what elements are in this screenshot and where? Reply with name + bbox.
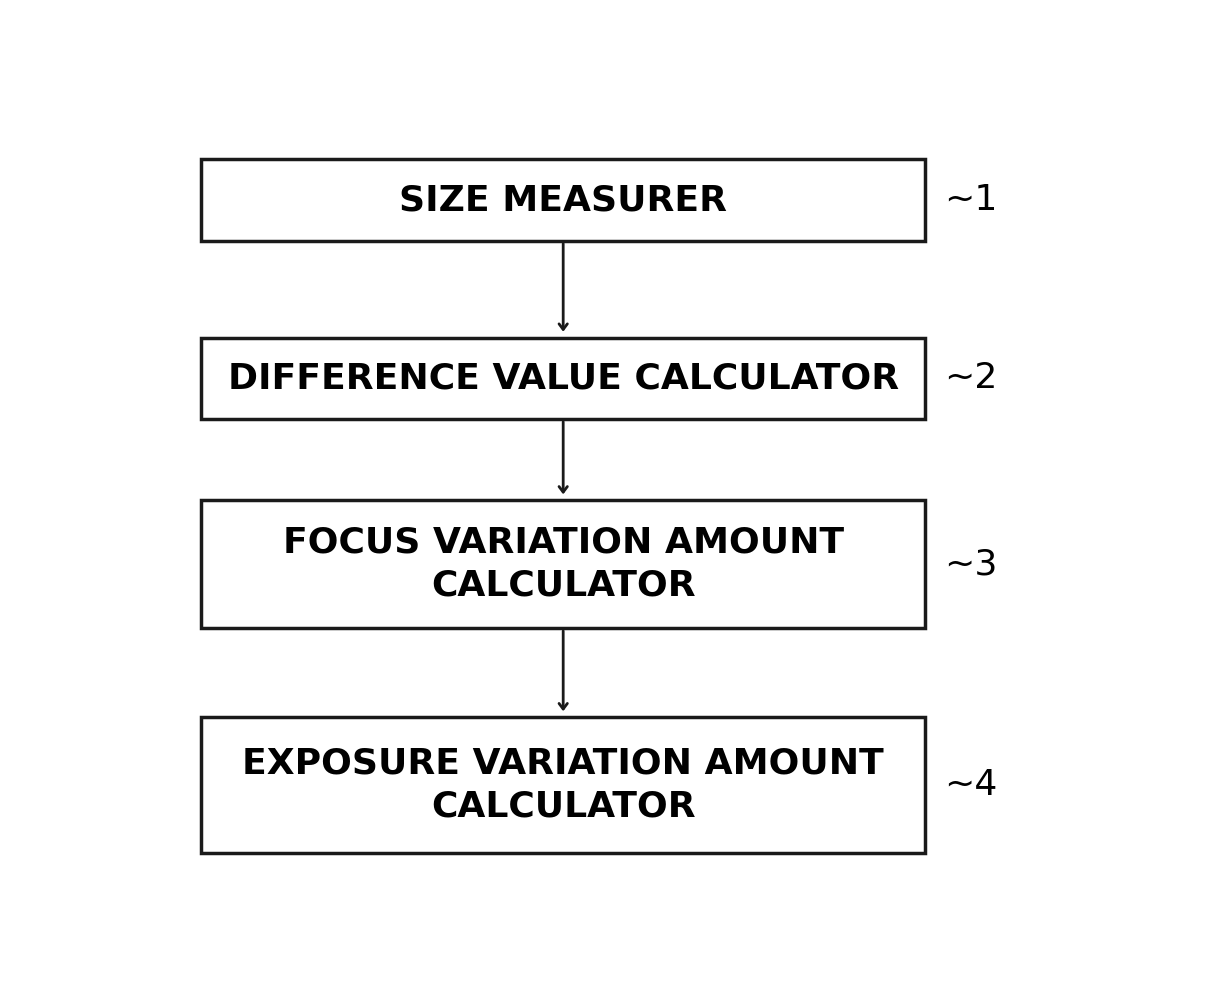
Text: EXPOSURE VARIATION AMOUNT: EXPOSURE VARIATION AMOUNT [242,746,884,781]
FancyBboxPatch shape [202,338,925,418]
Text: FOCUS VARIATION AMOUNT: FOCUS VARIATION AMOUNT [283,526,844,560]
Text: CALCULATOR: CALCULATOR [431,568,696,603]
Text: CALCULATOR: CALCULATOR [431,790,696,823]
Text: ~3: ~3 [944,547,998,581]
Text: ~4: ~4 [944,768,998,802]
Text: DIFFERENCE VALUE CALCULATOR: DIFFERENCE VALUE CALCULATOR [227,361,898,395]
FancyBboxPatch shape [202,717,925,853]
FancyBboxPatch shape [202,160,925,240]
FancyBboxPatch shape [202,500,925,628]
Text: ~1: ~1 [944,183,998,217]
Text: SIZE MEASURER: SIZE MEASURER [399,183,728,217]
Text: ~2: ~2 [944,361,998,395]
